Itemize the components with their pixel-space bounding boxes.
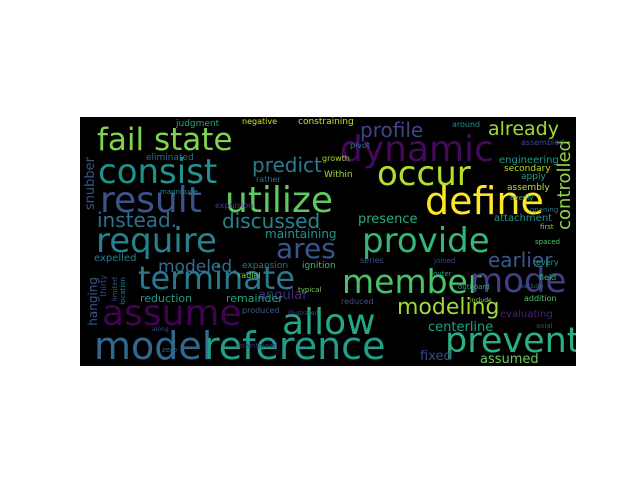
word: provide [362,221,490,261]
word: limited [111,277,119,302]
word: predict [252,153,322,177]
word: remainder [226,292,283,305]
word: negative [242,117,277,126]
word: define [425,179,544,223]
word: mode [470,261,567,301]
word: instead. [97,208,178,232]
word: expulsion [215,201,254,210]
word: location [119,277,127,305]
word: illustrated [288,310,319,317]
word: addition [524,294,557,303]
word: already [488,118,559,140]
word: judgment [176,119,220,129]
word: maintaining [265,227,337,241]
word: evaluating [500,309,553,320]
word: constraining [298,117,354,127]
word: earlier [488,248,553,272]
word: reduction [140,292,193,305]
word: assumed [480,352,539,366]
word: pivot [350,141,371,150]
word: expelled [94,253,137,264]
word: exclude [520,283,544,290]
word: angular [258,288,308,303]
word: allow [282,302,376,343]
word: profile [360,118,424,142]
word: magnitude [160,188,198,196]
word: member [342,262,482,301]
word: modeled. [158,257,238,277]
word: terminate [138,259,296,297]
word: ares [276,232,336,265]
word: zero [162,346,177,354]
word: fixed [420,349,452,364]
word: expansion [242,261,289,271]
word: discussed [222,209,321,233]
word: utilize [225,180,333,221]
word: growth [322,154,350,163]
word: engineering [499,155,559,166]
word: consist [98,152,218,192]
word: reduced [341,297,374,306]
word: hanging [86,277,100,326]
word: model [94,324,213,366]
word: presence [358,212,418,227]
word: opening [530,206,559,214]
word: axial [536,322,553,330]
word: every [536,258,559,267]
word: joined [434,257,456,265]
word-cloud: fail state dynamic consist occur result … [80,117,576,366]
word: spaced [535,238,560,246]
word: snubber [83,157,98,211]
word: outboard [458,283,490,291]
word: series [360,256,384,265]
word: require [96,221,217,261]
word: assembled [521,138,565,147]
word: occur [377,154,471,194]
word: reference [204,324,386,366]
word: include [470,297,492,304]
word: along [152,326,169,333]
word: prevent [445,321,576,361]
word: radial [238,271,261,280]
word: secondary [504,164,551,174]
word: outer [433,270,452,278]
word: dynamic [340,129,494,170]
word: typical [298,286,322,294]
word: rather [256,175,281,184]
word: controlled [554,140,575,230]
word: Within [324,170,353,180]
word: maintained [238,342,278,350]
word: apply [521,172,546,182]
word: eliminated [146,153,194,163]
word: produced [242,306,280,315]
word: modeling [397,295,500,320]
word: evenly [510,194,534,202]
word: attachment [494,213,553,224]
word: field [539,273,557,282]
word: assembly [507,183,550,193]
word: around [452,120,481,129]
word: assume [102,293,242,334]
word: result [100,180,202,221]
word: fail state [97,122,233,158]
word: centerline [428,320,494,335]
word: thirty [99,275,108,297]
word: first [540,223,554,231]
word: ignition [302,261,336,271]
